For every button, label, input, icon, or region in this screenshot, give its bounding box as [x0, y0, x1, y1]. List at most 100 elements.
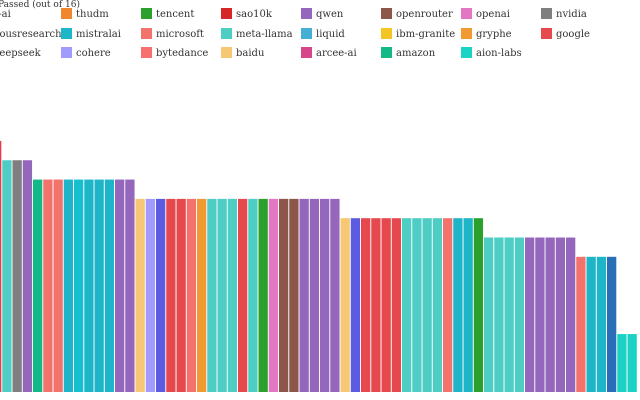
legend-item-liquid: liquid [301, 28, 345, 40]
bar-m36 [350, 218, 361, 392]
legend-label-openrouter: openrouter [396, 9, 453, 20]
bar-m05 [33, 179, 43, 392]
legend-swatch-tencent [141, 8, 152, 19]
legend-swatch-bytedance [141, 47, 152, 58]
legend-label-aion-labs: aion-labs [476, 48, 522, 59]
bar-m56 [555, 237, 566, 392]
bar-m04 [22, 160, 33, 392]
legend-label-cohere: cohere [76, 48, 111, 59]
bar-m25 [238, 198, 248, 393]
legend-label-openai: openai [476, 9, 510, 20]
legend-label-ibm-granite: ibm-granite [396, 29, 455, 40]
legend-label-z-ai: z-ai [0, 9, 11, 20]
bar-m26 [248, 198, 258, 393]
bar-m49 [484, 237, 494, 392]
legend-item-ibm-granite: ibm-granite [381, 28, 455, 40]
bar-m57 [566, 237, 576, 392]
legend-swatch-openai [461, 8, 472, 19]
legend-item-arcee-ai: arcee-ai [301, 47, 357, 59]
bar-m46 [453, 218, 463, 392]
bar-m19 [176, 198, 186, 393]
bar-m15 [135, 198, 145, 393]
bar-m20 [186, 198, 197, 393]
legend-item-openai: openai [461, 8, 510, 20]
bar-m39 [381, 218, 391, 392]
legend-label-liquid: liquid [316, 29, 345, 40]
bar-m18 [166, 198, 176, 393]
bar-m16 [145, 198, 156, 393]
bar-m43 [422, 218, 432, 392]
bar-m13 [115, 179, 125, 392]
legend-item-amazon: amazon [381, 47, 436, 59]
legend-item-baidu: baidu [221, 47, 265, 59]
legend-item-cohere: cohere [61, 47, 111, 59]
legend-label-sao10k: sao10k [236, 9, 273, 20]
legend-item-gryphe: gryphe [461, 28, 512, 40]
legend-swatch-ibm-granite [381, 28, 392, 39]
legend-swatch-microsoft [141, 28, 152, 39]
bar-m40 [391, 218, 402, 392]
legend-label-bytedance: bytedance [156, 48, 208, 59]
legend-label-baidu: baidu [236, 48, 265, 59]
legend-swatch-nvidia [541, 8, 552, 19]
bar-m60 [596, 256, 607, 392]
legend-item-meta-llama: meta-llama [221, 28, 293, 40]
legend-swatch-openrouter [381, 8, 392, 19]
bar-m32 [309, 198, 320, 393]
bar-m08 [63, 179, 74, 392]
legend-swatch-thudm [61, 8, 72, 19]
legend-item-aion-labs: aion-labs [461, 47, 522, 59]
legend-label-arcee-ai: arcee-ai [316, 48, 357, 59]
legend-item-openrouter: openrouter [381, 8, 453, 20]
bar-m29 [279, 198, 289, 393]
bar-m11 [94, 179, 104, 392]
bar-m42 [412, 218, 422, 392]
legend-swatch-baidu [221, 47, 232, 58]
legend-swatch-mistralai [61, 28, 72, 39]
legend-label-nvidia: nvidia [556, 9, 587, 20]
bar-m28 [268, 198, 279, 393]
bar-m34 [330, 198, 340, 393]
legend-item-nvidia: nvidia [541, 8, 587, 20]
legend-label-nousresearch: nousresearch [0, 29, 62, 40]
bar-m30 [289, 198, 299, 393]
bar-m17 [156, 198, 166, 393]
bar-m54 [535, 237, 545, 392]
bar-m23 [217, 198, 227, 393]
bar-m62 [617, 334, 627, 392]
bar-m22 [207, 198, 217, 393]
legend-item-nousresearch: nousresearch [0, 29, 62, 40]
legend-label-amazon: amazon [396, 48, 436, 59]
legend-item-microsoft: microsoft [141, 28, 204, 40]
legend-item-deepseek: deepseek [0, 48, 42, 59]
bar-m58 [576, 256, 586, 392]
legend: z-ai thudm tencent sao10k qwen openrouter open… [0, 8, 590, 59]
bar-m51 [504, 237, 514, 392]
legend-label-tencent: tencent [156, 9, 194, 20]
bar-m31 [299, 198, 309, 393]
y-axis-label: Passed (out of 16) [0, 0, 80, 10]
legend-item-mistralai: mistralai [61, 28, 121, 40]
bar-m41 [402, 218, 412, 392]
bar-m44 [432, 218, 443, 392]
bar-m38 [371, 218, 381, 392]
legend-swatch-arcee-ai [301, 47, 312, 58]
bar-m02 [2, 160, 12, 392]
bar-m21 [197, 198, 207, 393]
legend-swatch-aion-labs [461, 47, 472, 58]
legend-item-sao10k: sao10k [221, 8, 273, 20]
bar-m35 [340, 218, 350, 392]
legend-swatch-google [541, 28, 552, 39]
bar-m03 [12, 160, 22, 392]
bar-m12 [104, 179, 115, 392]
bars [0, 140, 637, 393]
legend-item-thudm: thudm [61, 8, 109, 20]
legend-item-tencent: tencent [141, 8, 194, 20]
legend-swatch-liquid [301, 28, 312, 39]
legend-swatch-qwen [301, 8, 312, 19]
legend-item-google: google [541, 28, 590, 40]
bar-m63 [627, 334, 637, 392]
bar-m47 [463, 218, 473, 392]
bar-m50 [494, 237, 504, 392]
